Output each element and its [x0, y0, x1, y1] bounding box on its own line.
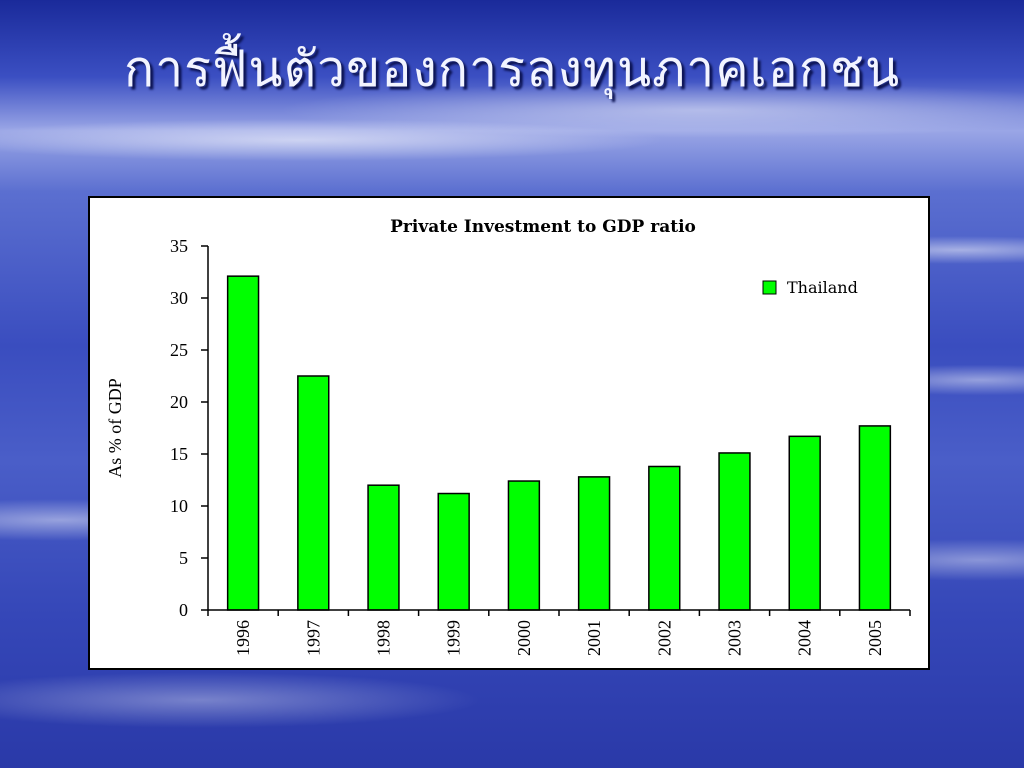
x-tick-label-2001: 2001: [584, 620, 604, 656]
y-tick-label-5: 25: [170, 340, 188, 360]
y-tick-label-4: 20: [170, 392, 188, 412]
bar-2003: [718, 452, 751, 611]
bar-2005: [858, 425, 892, 611]
x-tick-label-2000: 2000: [514, 620, 534, 656]
x-tick-label-1996: 1996: [233, 620, 253, 656]
bar-1998: [367, 484, 400, 611]
legend: Thailand: [762, 278, 858, 297]
x-tick-label-1999: 1999: [444, 620, 464, 656]
y-tick-label-6: 30: [170, 288, 188, 308]
y-tick-label-7: 35: [170, 236, 188, 256]
y-axis-ticks: 0 5 10 15 20 25 30 35: [170, 236, 208, 620]
x-axis-ticks: 1996 1997 1998 1999 2000 2001 2002 2003 2004 2005: [207, 610, 911, 656]
bar-2001: [577, 476, 611, 611]
x-tick-label-2004: 2004: [795, 620, 815, 656]
legend-label: Thailand: [787, 278, 858, 297]
bar-1996: [226, 275, 260, 611]
bar-chart: Private Investment to GDP ratio As % of …: [105, 217, 911, 656]
bar-2002: [648, 465, 681, 611]
bar-2004: [788, 435, 821, 611]
y-tick-label-0: 0: [179, 600, 188, 620]
chart-panel: Private Investment to GDP ratio As % of …: [88, 196, 930, 670]
bar-1997: [297, 375, 330, 611]
y-tick-label-3: 15: [170, 444, 188, 464]
bar-1999: [437, 492, 470, 611]
slide-title: การฟื้นตัวของการลงทุนภาคเอกชน: [123, 40, 901, 98]
x-tick-label-1997: 1997: [303, 620, 323, 656]
y-axis-label: As % of GDP: [105, 378, 125, 478]
chart-title: Private Investment to GDP ratio: [390, 217, 696, 237]
x-tick-label-1998: 1998: [374, 620, 394, 656]
x-tick-label-2002: 2002: [654, 620, 674, 656]
bars-group: [226, 275, 892, 611]
x-tick-label-2005: 2005: [865, 620, 885, 656]
x-tick-label-2003: 2003: [725, 620, 745, 656]
y-tick-label-2: 10: [170, 496, 188, 516]
legend-swatch: [762, 280, 777, 295]
y-tick-label-1: 5: [179, 548, 188, 568]
bar-2000: [507, 480, 541, 611]
